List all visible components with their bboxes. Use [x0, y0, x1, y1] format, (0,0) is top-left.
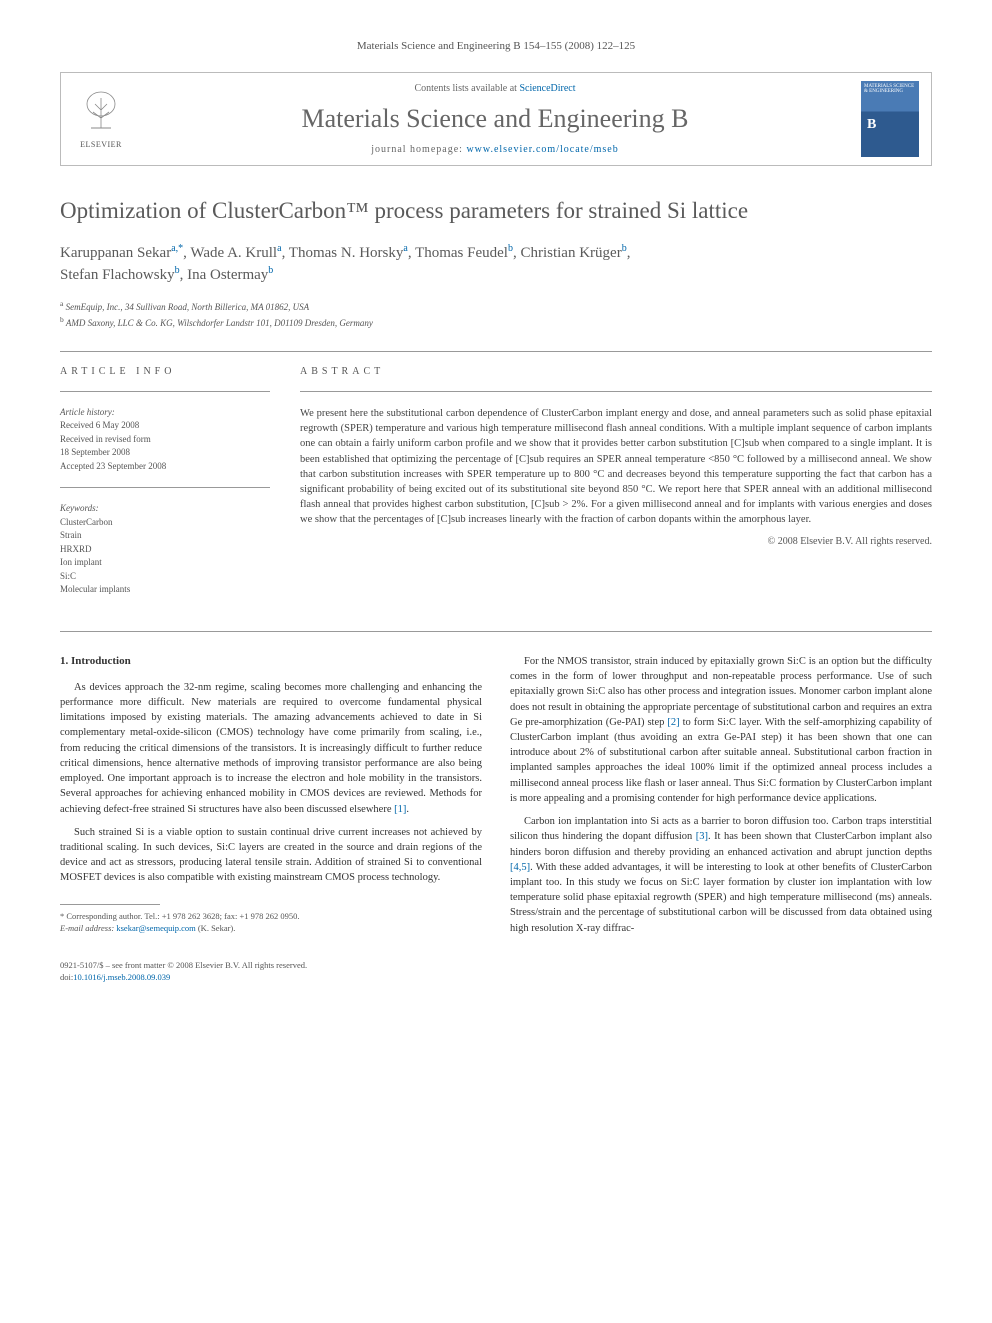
article-title: Optimization of ClusterCarbon™ process p… — [60, 196, 932, 226]
contents-text: Contents lists available at — [414, 83, 519, 94]
abstract-label: ABSTRACT — [300, 366, 932, 377]
keyword: Si:C — [60, 570, 270, 584]
paragraph: Carbon ion implantation into Si acts as … — [510, 814, 932, 936]
right-column: For the NMOS transistor, strain induced … — [510, 654, 932, 944]
keyword: Molecular implants — [60, 583, 270, 597]
masthead-left: ELSEVIER — [73, 87, 129, 151]
corresponding-author-footnote: * Corresponding author. Tel.: +1 978 262… — [60, 911, 482, 935]
doi-line: doi:10.1016/j.mseb.2008.09.039 — [60, 972, 932, 984]
affiliation-a: a SemEquip, Inc., 34 Sullivan Road, Nort… — [60, 298, 932, 315]
issn-line: 0921-5107/$ – see front matter © 2008 El… — [60, 960, 932, 972]
homepage-label: journal homepage: — [371, 144, 466, 155]
divider — [60, 351, 932, 352]
journal-title: Materials Science and Engineering B — [129, 104, 861, 134]
divider — [60, 391, 270, 392]
paragraph: As devices approach the 32-nm regime, sc… — [60, 680, 482, 817]
sciencedirect-link[interactable]: ScienceDirect — [519, 83, 575, 94]
masthead-center: Contents lists available at ScienceDirec… — [129, 83, 861, 155]
author: Christian Krügerb — [520, 245, 626, 261]
divider — [60, 631, 932, 632]
abstract-column: ABSTRACT We present here the substitutio… — [300, 366, 932, 611]
keyword: Ion implant — [60, 556, 270, 570]
homepage-link[interactable]: www.elsevier.com/locate/mseb — [466, 144, 618, 155]
revised-date: 18 September 2008 — [60, 446, 270, 460]
corresponding-line: * Corresponding author. Tel.: +1 978 262… — [60, 911, 482, 923]
elsevier-logo: ELSEVIER — [73, 87, 129, 151]
contents-available-text: Contents lists available at ScienceDirec… — [129, 83, 861, 94]
doi-link[interactable]: 10.1016/j.mseb.2008.09.039 — [73, 972, 170, 982]
abstract-text: We present here the substitutional carbo… — [300, 406, 932, 528]
left-column: 1. Introduction As devices approach the … — [60, 654, 482, 944]
keyword: Strain — [60, 529, 270, 543]
email-link[interactable]: ksekar@semequip.com — [116, 923, 195, 933]
received-date: Received 6 May 2008 — [60, 419, 270, 433]
divider — [60, 487, 270, 488]
abstract-copyright: © 2008 Elsevier B.V. All rights reserved… — [300, 536, 932, 547]
citation-link[interactable]: [4,5] — [510, 862, 530, 873]
author: Stefan Flachowskyb — [60, 267, 180, 283]
journal-masthead-box: ELSEVIER Contents lists available at Sci… — [60, 72, 932, 166]
paragraph: For the NMOS transistor, strain induced … — [510, 654, 932, 806]
author: Thomas Feudelb — [415, 245, 513, 261]
keywords-label: Keywords: — [60, 502, 270, 516]
author: Thomas N. Horskya — [289, 245, 408, 261]
author: Karuppanan Sekara,* — [60, 245, 183, 261]
paragraph: Such strained Si is a viable option to s… — [60, 825, 482, 886]
revised-label: Received in revised form — [60, 433, 270, 447]
author-list: Karuppanan Sekara,*, Wade A. Krulla, Tho… — [60, 242, 932, 286]
keyword: HRXRD — [60, 543, 270, 557]
body-two-column: 1. Introduction As devices approach the … — [60, 654, 932, 944]
divider — [300, 391, 932, 392]
citation-link[interactable]: [3] — [696, 831, 708, 842]
citation-link[interactable]: [1] — [394, 804, 406, 815]
affiliation-b: b AMD Saxony, LLC & Co. KG, Wilschdorfer… — [60, 314, 932, 331]
info-abstract-row: ARTICLE INFO Article history: Received 6… — [60, 366, 932, 611]
author: Ina Ostermayb — [187, 267, 273, 283]
keywords-block: Keywords: ClusterCarbon Strain HRXRD Ion… — [60, 502, 270, 597]
keyword: ClusterCarbon — [60, 516, 270, 530]
journal-cover-thumbnail: MATERIALS SCIENCE & ENGINEERING — [861, 81, 919, 157]
author: Wade A. Krulla — [190, 245, 281, 261]
elsevier-tree-icon — [81, 90, 121, 140]
article-info-column: ARTICLE INFO Article history: Received 6… — [60, 366, 270, 611]
cover-text: MATERIALS SCIENCE & ENGINEERING — [864, 84, 914, 94]
email-line: E-mail address: ksekar@semequip.com (K. … — [60, 923, 482, 935]
journal-homepage-line: journal homepage: www.elsevier.com/locat… — [129, 144, 861, 155]
footer-publication-info: 0921-5107/$ – see front matter © 2008 El… — [60, 960, 932, 984]
accepted-date: Accepted 23 September 2008 — [60, 460, 270, 474]
elsevier-label: ELSEVIER — [80, 140, 122, 149]
section-1-heading: 1. Introduction — [60, 654, 482, 670]
article-info-label: ARTICLE INFO — [60, 366, 270, 377]
footnote-divider — [60, 904, 160, 905]
citation-link[interactable]: [2] — [667, 717, 679, 728]
history-label: Article history: — [60, 406, 270, 420]
running-header: Materials Science and Engineering B 154–… — [60, 40, 932, 52]
article-history: Article history: Received 6 May 2008 Rec… — [60, 406, 270, 474]
affiliation-list: a SemEquip, Inc., 34 Sullivan Road, Nort… — [60, 298, 932, 331]
